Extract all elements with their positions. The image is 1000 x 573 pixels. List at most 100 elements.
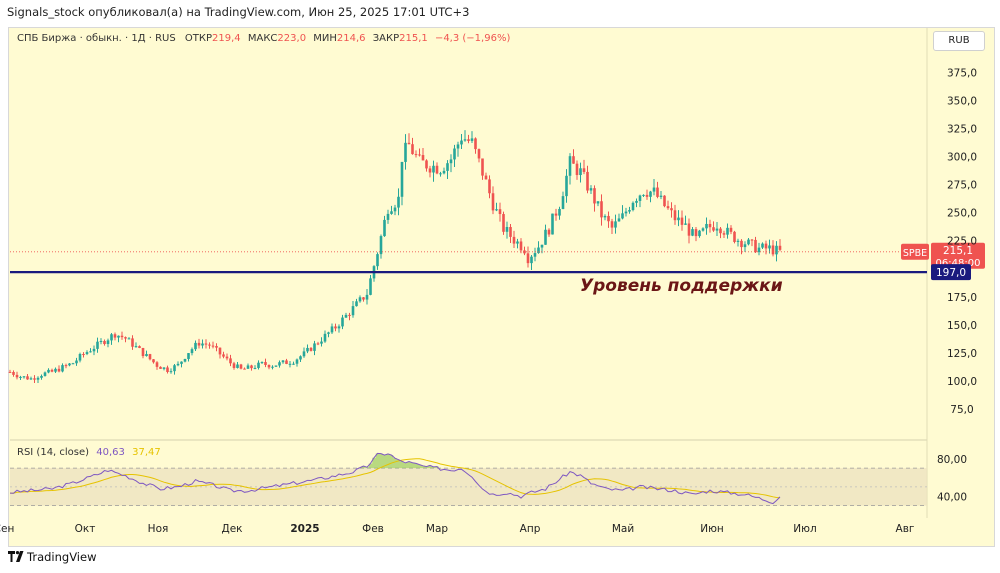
candle-body	[64, 365, 68, 367]
candle-body	[162, 367, 166, 369]
candle-body	[134, 346, 138, 348]
candle-body	[628, 210, 631, 212]
candle-body	[201, 343, 204, 346]
candle-body	[344, 314, 348, 318]
price-tick-label: 250,0	[947, 208, 977, 220]
candle-body	[92, 348, 96, 352]
candle-body	[449, 159, 453, 164]
time-tick-label: Фев	[362, 523, 384, 535]
candle-body	[691, 229, 694, 236]
candle-body	[572, 156, 575, 164]
time-tick-label: Ноя	[148, 523, 169, 535]
candle-body	[565, 175, 568, 197]
candle-body	[257, 362, 260, 368]
price-tick-label: 275,0	[947, 180, 977, 192]
candle-body	[232, 363, 236, 368]
candle-body	[355, 301, 358, 307]
candle-body	[502, 214, 505, 232]
candle-body	[29, 378, 33, 380]
candle-body	[603, 215, 607, 218]
last-price-tag	[931, 242, 985, 269]
rsi-tick-label: 80,00	[937, 454, 967, 466]
candle-body	[421, 155, 425, 161]
candle-body	[323, 333, 327, 342]
candle-body	[376, 254, 379, 267]
candle-body	[638, 195, 642, 201]
rsi-name: RSI (14, close)	[17, 447, 90, 458]
candle-body	[726, 227, 729, 235]
candle-body	[446, 163, 449, 171]
candle-body	[505, 227, 509, 232]
candle-body	[246, 365, 250, 369]
candle-body	[113, 334, 117, 338]
price-tick-label: 125,0	[947, 348, 977, 360]
candle-body	[404, 142, 407, 162]
candle-body	[43, 372, 47, 376]
candle-body	[166, 367, 169, 373]
candle-body	[369, 278, 372, 295]
candle-body	[495, 209, 498, 211]
currency-button[interactable]: RUB	[933, 31, 985, 51]
candle-body	[470, 138, 474, 141]
candle-body	[124, 337, 127, 339]
rsi-line	[9, 452, 781, 505]
chart-frame[interactable]	[8, 27, 995, 547]
candle-body	[190, 349, 194, 354]
candle-body	[110, 334, 113, 341]
candle-body	[491, 193, 495, 211]
candle-body	[467, 139, 470, 141]
candle-body	[85, 352, 89, 355]
candle-body	[596, 201, 600, 204]
candle-body	[106, 340, 110, 345]
candle-body	[705, 223, 708, 229]
candle-body	[673, 210, 677, 221]
candle-body	[152, 359, 155, 363]
candle-body	[285, 360, 288, 364]
candle-body	[306, 347, 309, 352]
candle-body	[390, 211, 393, 214]
candle-body	[383, 219, 386, 237]
candle-body	[778, 245, 782, 250]
symbol-name: СПБ Биржа · обыкн. · 1Д · RUS	[17, 33, 176, 44]
candle-body	[701, 228, 705, 231]
candle-body	[750, 239, 754, 241]
candle-body	[754, 239, 757, 253]
candle-body	[180, 361, 183, 364]
candle-body	[729, 227, 733, 232]
time-tick-label: Июн	[700, 523, 724, 535]
candle-body	[684, 223, 687, 225]
candle-body	[610, 221, 614, 228]
tradingview-footer[interactable]: TradingView	[8, 550, 96, 564]
candle-body	[187, 353, 190, 359]
candle-body	[330, 326, 334, 333]
candle-body	[337, 326, 341, 329]
candle-body	[526, 253, 530, 264]
candle-body	[208, 344, 211, 346]
candle-body	[435, 165, 439, 174]
candle-body	[397, 196, 400, 208]
candle-body	[418, 154, 421, 156]
candle-body	[120, 335, 124, 338]
candle-body	[309, 347, 313, 351]
candle-body	[61, 365, 64, 372]
candle-body	[747, 239, 750, 245]
candle-body	[75, 360, 78, 364]
candle-body	[12, 371, 15, 375]
candle-body	[516, 241, 519, 244]
candle-body	[131, 338, 134, 347]
candle-body	[642, 194, 645, 196]
high-value: 223,0	[277, 33, 307, 44]
candle-body	[519, 241, 523, 251]
time-tick-label: Дек	[221, 523, 242, 535]
candle-body	[19, 376, 22, 378]
candle-body	[155, 362, 159, 367]
candle-body	[631, 202, 635, 211]
candle-body	[736, 240, 740, 242]
candle-body	[677, 217, 680, 221]
candle-body	[719, 228, 722, 234]
rsi-value: 40,63	[96, 447, 125, 458]
candle-body	[320, 341, 323, 344]
candle-body	[54, 368, 57, 372]
time-tick-label: Сен	[0, 523, 14, 535]
